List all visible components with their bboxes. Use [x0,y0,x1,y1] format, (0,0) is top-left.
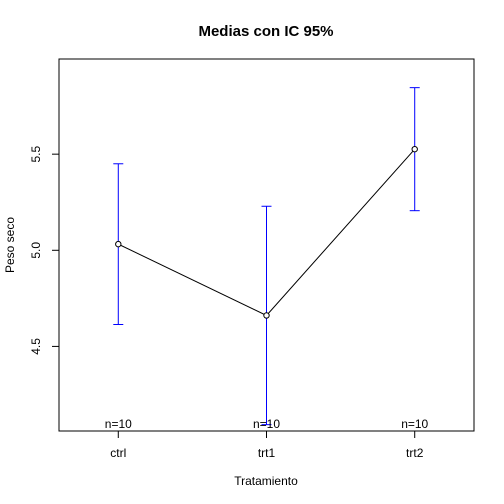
x-tick-label: trt2 [406,446,424,460]
ci-bars [113,87,420,426]
y-tick-label: 4.5 [29,338,43,355]
n-label: n=10 [401,417,428,431]
mean-point [115,240,122,248]
chart-title: Medias con IC 95% [198,23,333,40]
mean-points [115,145,418,319]
x-axis-label: Tratamiento [234,474,298,488]
y-axis: 4.5 5.0 5.5 [29,140,60,355]
n-labels: n=10 n=10 n=10 [105,417,429,431]
x-tick-label: ctrl [110,446,126,460]
y-tick-label: 5.0 [29,242,43,259]
n-label: n=10 [105,417,132,431]
x-axis: ctrl trt1 trt2 [110,430,424,460]
mean-point [263,312,270,319]
x-tick-label: trt1 [258,446,276,460]
n-label: n=10 [253,417,280,431]
y-axis-label: Peso seco [3,217,17,273]
mean-point [411,145,418,153]
y-tick-label: 5.5 [29,145,43,162]
